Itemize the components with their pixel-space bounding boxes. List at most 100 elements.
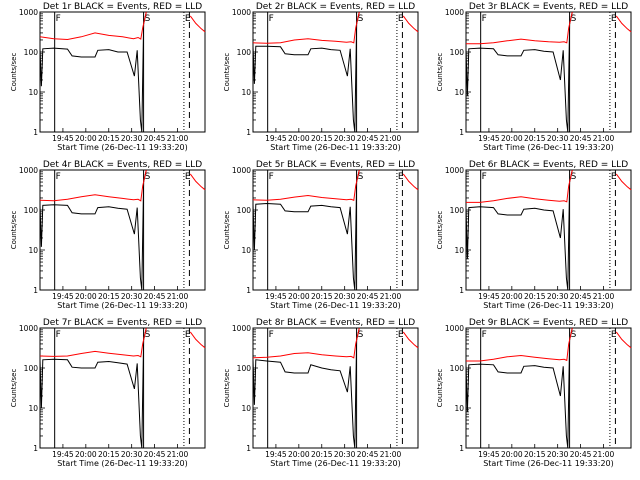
x-tick-label: 19:45 bbox=[478, 134, 500, 143]
y-tick-label: 1000 bbox=[19, 324, 38, 333]
marker-label-e: E bbox=[611, 330, 617, 340]
series-lld bbox=[39, 11, 147, 41]
x-tick-label: 20:15 bbox=[311, 450, 333, 459]
panel-title: Det 6r BLACK = Events, RED = LLD bbox=[469, 160, 628, 170]
y-tick-label: 100 bbox=[237, 206, 252, 215]
marker-label-f: F bbox=[269, 14, 274, 24]
marker-label-s: S bbox=[571, 172, 577, 182]
series-events bbox=[39, 327, 147, 449]
x-tick-label: 20:30 bbox=[334, 134, 356, 143]
plot-frame bbox=[39, 169, 206, 291]
x-tick-label: 20:45 bbox=[357, 134, 379, 143]
marker-label-e: E bbox=[611, 172, 617, 182]
y-tick-label: 1 bbox=[459, 128, 464, 137]
x-axis-label: Start Time (26-Dec-11 19:33:20) bbox=[270, 459, 401, 468]
panel-det-6: Det 6r BLACK = Events, RED = LLD 1 10 100 10… bbox=[436, 160, 632, 310]
x-tick-label: 19:45 bbox=[478, 292, 500, 301]
x-tick-label: 21:00 bbox=[167, 292, 189, 301]
x-tick-label: 20:45 bbox=[144, 134, 166, 143]
x-tick-label: 20:45 bbox=[144, 292, 166, 301]
series-lld-decay bbox=[615, 331, 632, 349]
x-axis-label: Start Time (26-Dec-11 19:33:20) bbox=[57, 143, 188, 152]
x-tick-label: 20:30 bbox=[121, 134, 143, 143]
x-axis: 19:45 20:00 20:15 20:30 20:45 21:00 bbox=[265, 444, 402, 459]
series-events bbox=[39, 11, 147, 133]
x-tick-label: 19:45 bbox=[265, 134, 287, 143]
plot-frame bbox=[252, 11, 419, 133]
x-tick-label: 21:00 bbox=[380, 292, 402, 301]
x-tick-label: 20:30 bbox=[547, 450, 569, 459]
y-axis: 1 10 100 1000 bbox=[19, 166, 45, 295]
x-axis-label: Start Time (26-Dec-11 19:33:20) bbox=[483, 459, 614, 468]
y-axis-label: Counts/sec bbox=[10, 369, 18, 408]
x-tick-label: 20:30 bbox=[121, 292, 143, 301]
panel-title: Det 8r BLACK = Events, RED = LLD bbox=[256, 318, 415, 328]
marker-label-s: S bbox=[358, 14, 364, 24]
x-tick-label: 20:00 bbox=[288, 292, 310, 301]
y-axis-label: Counts/sec bbox=[10, 211, 18, 250]
marker-label-f: F bbox=[269, 172, 274, 182]
series-lld-decay bbox=[615, 173, 632, 191]
y-tick-label: 10 bbox=[28, 88, 38, 97]
y-tick-label: 1000 bbox=[445, 8, 464, 17]
marker-label-s: S bbox=[358, 330, 364, 340]
x-tick-label: 20:00 bbox=[75, 134, 97, 143]
marker-label-e: E bbox=[185, 172, 191, 182]
y-tick-label: 1 bbox=[33, 128, 38, 137]
marker-label-f: F bbox=[482, 330, 487, 340]
marker-label-s: S bbox=[571, 14, 577, 24]
series-events bbox=[465, 11, 573, 133]
panel-det-8: Det 8r BLACK = Events, RED = LLD 1 10 100 10… bbox=[223, 318, 419, 468]
marker-label-f: F bbox=[56, 330, 61, 340]
series-lld-decay bbox=[189, 173, 206, 191]
panel-det-7: Det 7r BLACK = Events, RED = LLD 1 10 100 10… bbox=[10, 318, 206, 468]
panel-det-2: Det 2r BLACK = Events, RED = LLD 1 10 100 10… bbox=[223, 2, 419, 152]
x-tick-label: 20:45 bbox=[570, 450, 592, 459]
y-tick-label: 10 bbox=[454, 246, 464, 255]
panel-title: Det 2r BLACK = Events, RED = LLD bbox=[256, 2, 415, 12]
y-tick-label: 1000 bbox=[232, 166, 251, 175]
marker-label-e: E bbox=[185, 330, 191, 340]
y-tick-label: 10 bbox=[241, 246, 251, 255]
y-tick-label: 1000 bbox=[232, 8, 251, 17]
x-tick-label: 19:45 bbox=[265, 450, 287, 459]
series-lld bbox=[466, 11, 573, 45]
plot-frame bbox=[252, 327, 419, 449]
x-axis: 19:45 20:00 20:15 20:30 20:45 21:00 bbox=[265, 286, 402, 301]
x-tick-label: 20:45 bbox=[570, 134, 592, 143]
x-tick-label: 20:00 bbox=[75, 292, 97, 301]
x-tick-label: 20:15 bbox=[524, 450, 546, 459]
x-axis: 19:45 20:00 20:15 20:30 20:45 21:00 bbox=[52, 128, 189, 143]
y-tick-label: 100 bbox=[24, 48, 39, 57]
y-axis: 1 10 100 1000 bbox=[232, 166, 258, 295]
y-tick-label: 100 bbox=[237, 364, 252, 373]
marker-label-f: F bbox=[482, 14, 487, 24]
x-axis: 19:45 20:00 20:15 20:30 20:45 21:00 bbox=[52, 444, 189, 459]
series-lld-decay bbox=[189, 331, 206, 349]
x-tick-label: 21:00 bbox=[593, 134, 615, 143]
x-tick-label: 21:00 bbox=[380, 450, 402, 459]
plot-frame bbox=[39, 11, 206, 133]
marker-label-f: F bbox=[482, 172, 487, 182]
series-events bbox=[252, 169, 360, 291]
y-axis-label: Counts/sec bbox=[223, 53, 231, 92]
y-tick-label: 100 bbox=[24, 364, 39, 373]
series-lld-decay bbox=[189, 15, 206, 33]
plot-frame bbox=[39, 327, 206, 449]
x-tick-label: 20:15 bbox=[98, 450, 120, 459]
y-tick-label: 10 bbox=[28, 246, 38, 255]
series-lld-decay bbox=[402, 173, 419, 191]
y-tick-label: 100 bbox=[24, 206, 39, 215]
marker-label-f: F bbox=[56, 172, 61, 182]
x-tick-label: 20:15 bbox=[311, 292, 333, 301]
x-axis: 19:45 20:00 20:15 20:30 20:45 21:00 bbox=[478, 286, 615, 301]
y-axis-label: Counts/sec bbox=[436, 53, 444, 92]
y-tick-label: 1 bbox=[246, 286, 251, 295]
y-tick-label: 1000 bbox=[19, 166, 38, 175]
x-tick-label: 20:30 bbox=[334, 292, 356, 301]
plot-frame bbox=[465, 327, 632, 449]
y-tick-label: 100 bbox=[450, 206, 465, 215]
x-axis: 19:45 20:00 20:15 20:30 20:45 21:00 bbox=[478, 128, 615, 143]
y-tick-label: 100 bbox=[237, 48, 252, 57]
y-tick-label: 1000 bbox=[445, 324, 464, 333]
